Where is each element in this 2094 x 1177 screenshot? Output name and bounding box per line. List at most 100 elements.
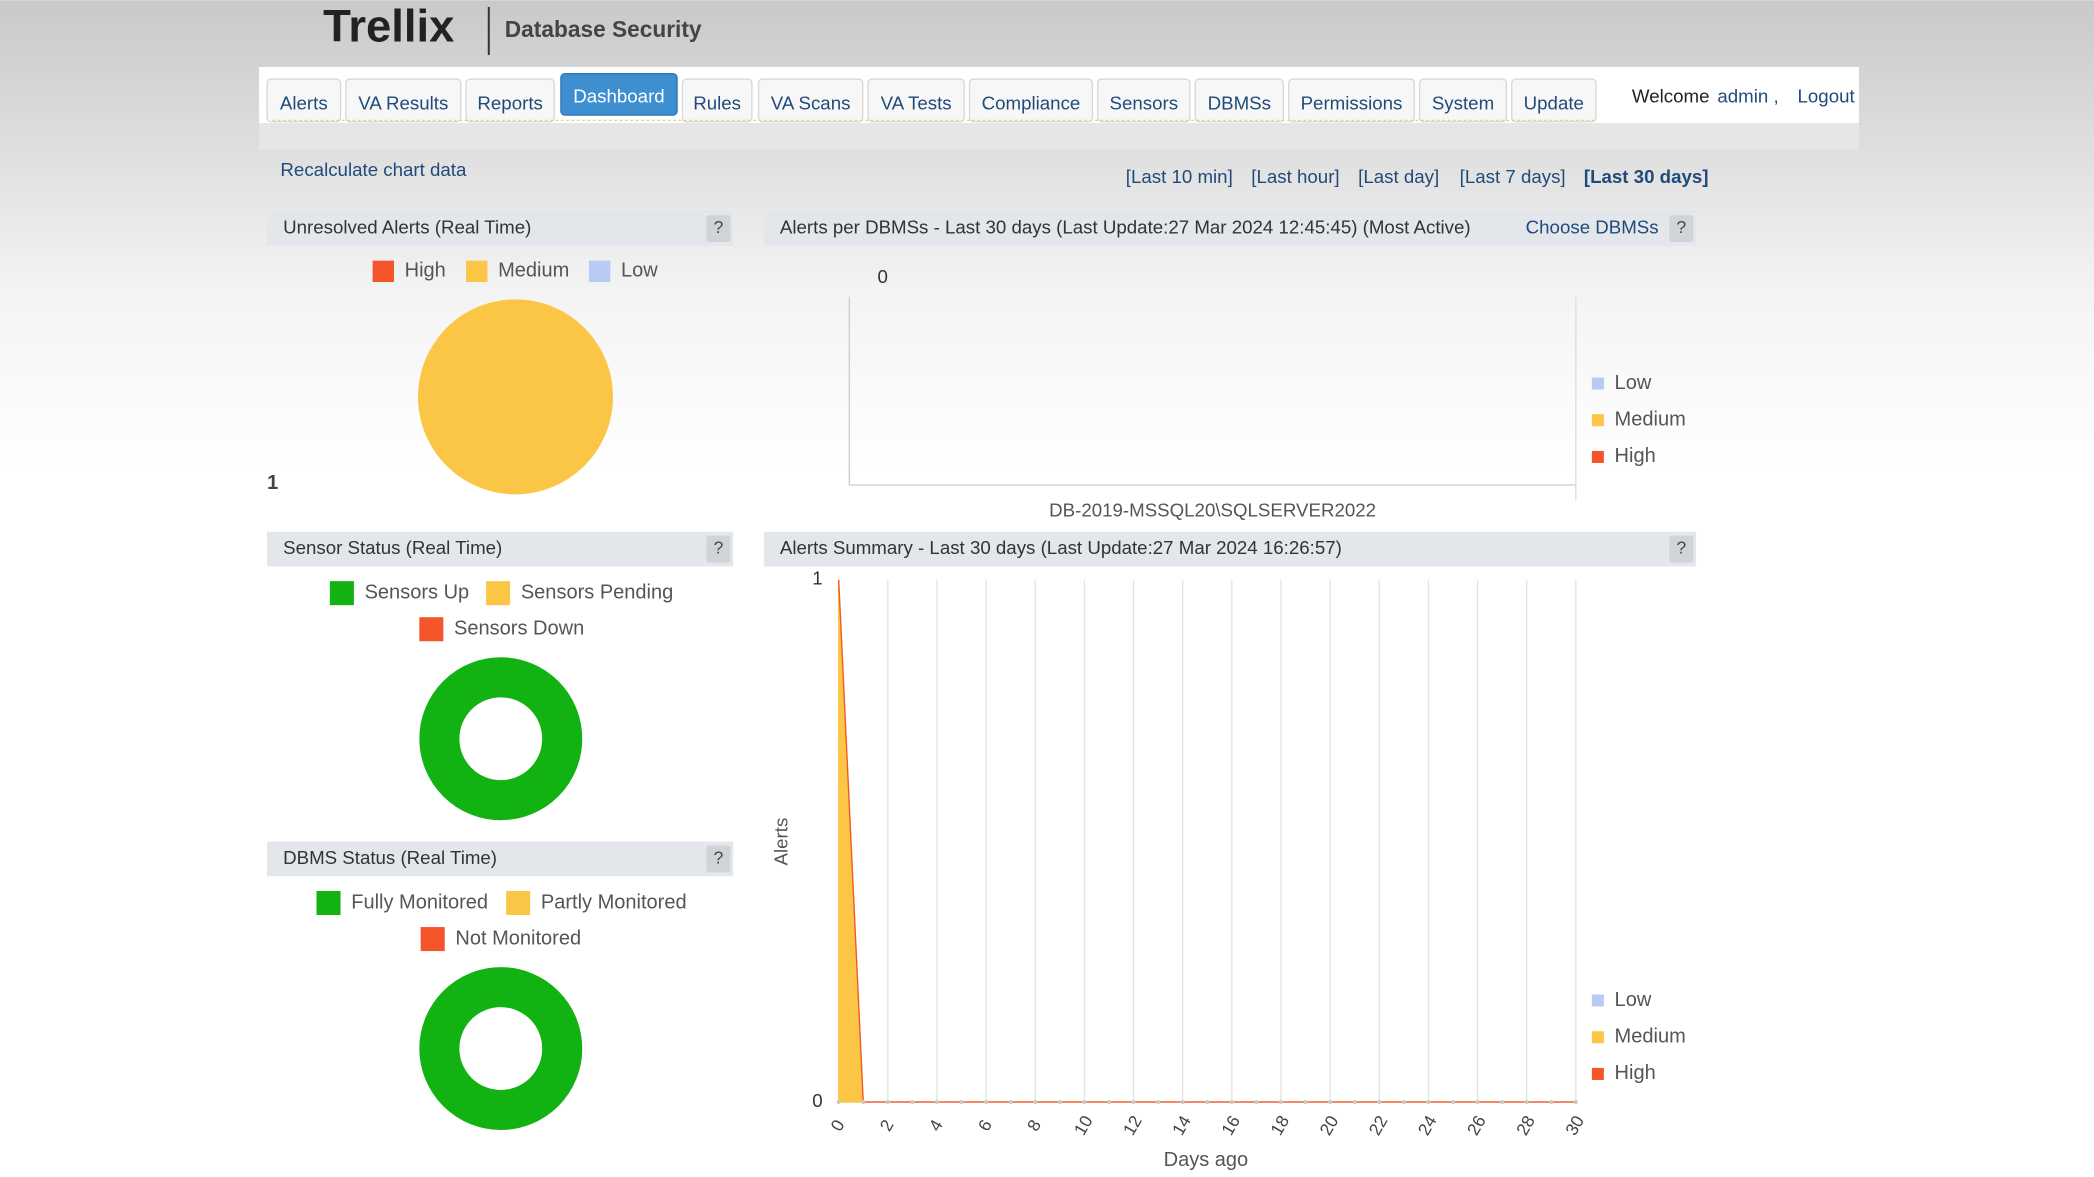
nav-tab-label[interactable]: VA Results — [358, 92, 448, 113]
point-dot — [1377, 1099, 1382, 1104]
point-dot — [1278, 1099, 1283, 1104]
help-button[interactable] — [706, 535, 731, 563]
time-range[interactable]: [Last day] — [1358, 166, 1439, 187]
nav-tab-label[interactable]: System — [1432, 92, 1494, 113]
help-label[interactable]: ? — [714, 217, 724, 237]
nav-tab-label[interactable]: Alerts — [280, 92, 328, 113]
legend-label: Sensors Pending — [521, 581, 673, 603]
recalculate[interactable]: Recalculate chart data — [280, 159, 467, 180]
product: Database Security — [505, 16, 702, 42]
nav-tab-label[interactable]: Compliance — [982, 92, 1081, 113]
legend-swatch — [1591, 450, 1604, 463]
nav-tab-label[interactable]: Update — [1524, 92, 1584, 113]
nav-tab[interactable] — [1194, 78, 1285, 123]
panel-action[interactable]: Choose DBMSs — [1526, 217, 1659, 238]
point-dot — [1156, 1099, 1161, 1104]
legend-swatch — [466, 260, 488, 283]
legend-label: Not Monitored — [455, 927, 581, 949]
legend-swatch — [372, 260, 394, 283]
point-dot — [1500, 1099, 1505, 1104]
legend-label: Partly Monitored — [541, 891, 687, 913]
legend-label: High — [1615, 445, 1656, 467]
time-range[interactable]: [Last hour] — [1251, 166, 1339, 187]
panel-title: Sensor Status (Real Time) — [283, 537, 502, 558]
time-range[interactable]: [Last 7 days] — [1460, 166, 1566, 187]
panel-header — [267, 211, 734, 246]
legend-label: High — [1615, 1062, 1656, 1084]
nav-tab[interactable] — [465, 78, 555, 123]
point-dot — [1573, 1099, 1578, 1104]
point-dot — [1303, 1099, 1308, 1104]
point-dot — [1328, 1099, 1333, 1104]
legend-swatch — [588, 260, 611, 283]
legend-swatch — [1591, 1031, 1604, 1044]
nav-tab-label[interactable]: Rules — [693, 92, 741, 113]
panel-header — [267, 531, 734, 567]
point-dot — [1401, 1099, 1406, 1104]
legend-swatch — [1591, 1067, 1604, 1080]
legend-label: Sensors Up — [365, 581, 470, 603]
nav-tab[interactable] — [266, 78, 342, 123]
help-button[interactable] — [706, 845, 731, 873]
legend-label: Sensors Down — [454, 618, 584, 640]
x-tick-label: DB-2019-MSSQL20\SQLSERVER2022 — [1049, 500, 1376, 521]
nav-tab[interactable] — [1097, 78, 1191, 123]
legend-swatch — [329, 581, 354, 606]
nav-tab[interactable] — [681, 78, 753, 123]
help-label[interactable]: ? — [1677, 538, 1687, 558]
nav-tab-label[interactable]: Sensors — [1110, 92, 1179, 113]
legend-label: Low — [1615, 989, 1652, 1011]
point-dot — [1180, 1099, 1185, 1104]
point-dot — [910, 1099, 915, 1104]
point-dot — [1106, 1099, 1111, 1104]
nav-tab-label[interactable]: Reports — [477, 92, 542, 113]
nav-tab[interactable] — [968, 78, 1094, 123]
nav-tab[interactable] — [867, 78, 965, 123]
help-label[interactable]: ? — [714, 848, 724, 868]
nav-tab-label[interactable]: Permissions — [1301, 92, 1403, 113]
nav-tab[interactable] — [1288, 78, 1415, 123]
y-tick-label: 0 — [812, 1090, 822, 1111]
legend-swatch — [316, 890, 341, 916]
nav-tab[interactable] — [1511, 78, 1597, 123]
donut-slice — [419, 967, 583, 1131]
point-dot — [1057, 1099, 1062, 1104]
nav-tab[interactable] — [560, 73, 678, 116]
help-button[interactable] — [1669, 535, 1694, 563]
help-button[interactable] — [706, 215, 731, 242]
point-dot — [1549, 1099, 1554, 1104]
legend-label: Fully Monitored — [351, 891, 488, 913]
time-range[interactable]: [Last 10 min] — [1126, 166, 1233, 187]
x-axis-label: Days ago — [1164, 1149, 1249, 1171]
panel-header — [763, 531, 1697, 567]
legend-swatch — [1591, 994, 1604, 1007]
nav-tab-label[interactable]: VA Tests — [881, 92, 952, 113]
time-range[interactable]: [Last 30 days] — [1584, 166, 1709, 187]
y-axis-label: Alerts — [771, 818, 792, 866]
welcome: Welcome — [1632, 86, 1710, 107]
panel-title: DBMS Status (Real Time) — [283, 847, 497, 868]
point-dot — [1524, 1099, 1529, 1104]
nav-tab[interactable] — [1418, 78, 1508, 123]
help-label[interactable]: ? — [1677, 217, 1687, 237]
y-tick-label: 0 — [878, 266, 888, 287]
help-button[interactable] — [1669, 215, 1694, 242]
point-dot — [984, 1099, 989, 1104]
nav-tab-label[interactable]: VA Scans — [771, 92, 851, 113]
nav-tab[interactable] — [345, 78, 462, 123]
brand: Trellix — [323, 1, 454, 52]
nav-tab-label[interactable]: DBMSs — [1208, 92, 1271, 113]
nav-tab-label[interactable]: Dashboard — [573, 86, 664, 107]
legend-swatch — [419, 617, 444, 642]
point-dot — [1131, 1099, 1136, 1104]
point-dot — [861, 1099, 866, 1104]
logout[interactable]: Logout — [1798, 86, 1856, 107]
point-dot — [1033, 1099, 1038, 1104]
user-name[interactable]: admin , — [1717, 86, 1778, 107]
point-dot — [1205, 1099, 1210, 1104]
nav-tab[interactable] — [757, 78, 864, 123]
legend-swatch — [486, 581, 511, 606]
help-label[interactable]: ? — [714, 538, 724, 558]
legend-label: Low — [1615, 372, 1652, 394]
